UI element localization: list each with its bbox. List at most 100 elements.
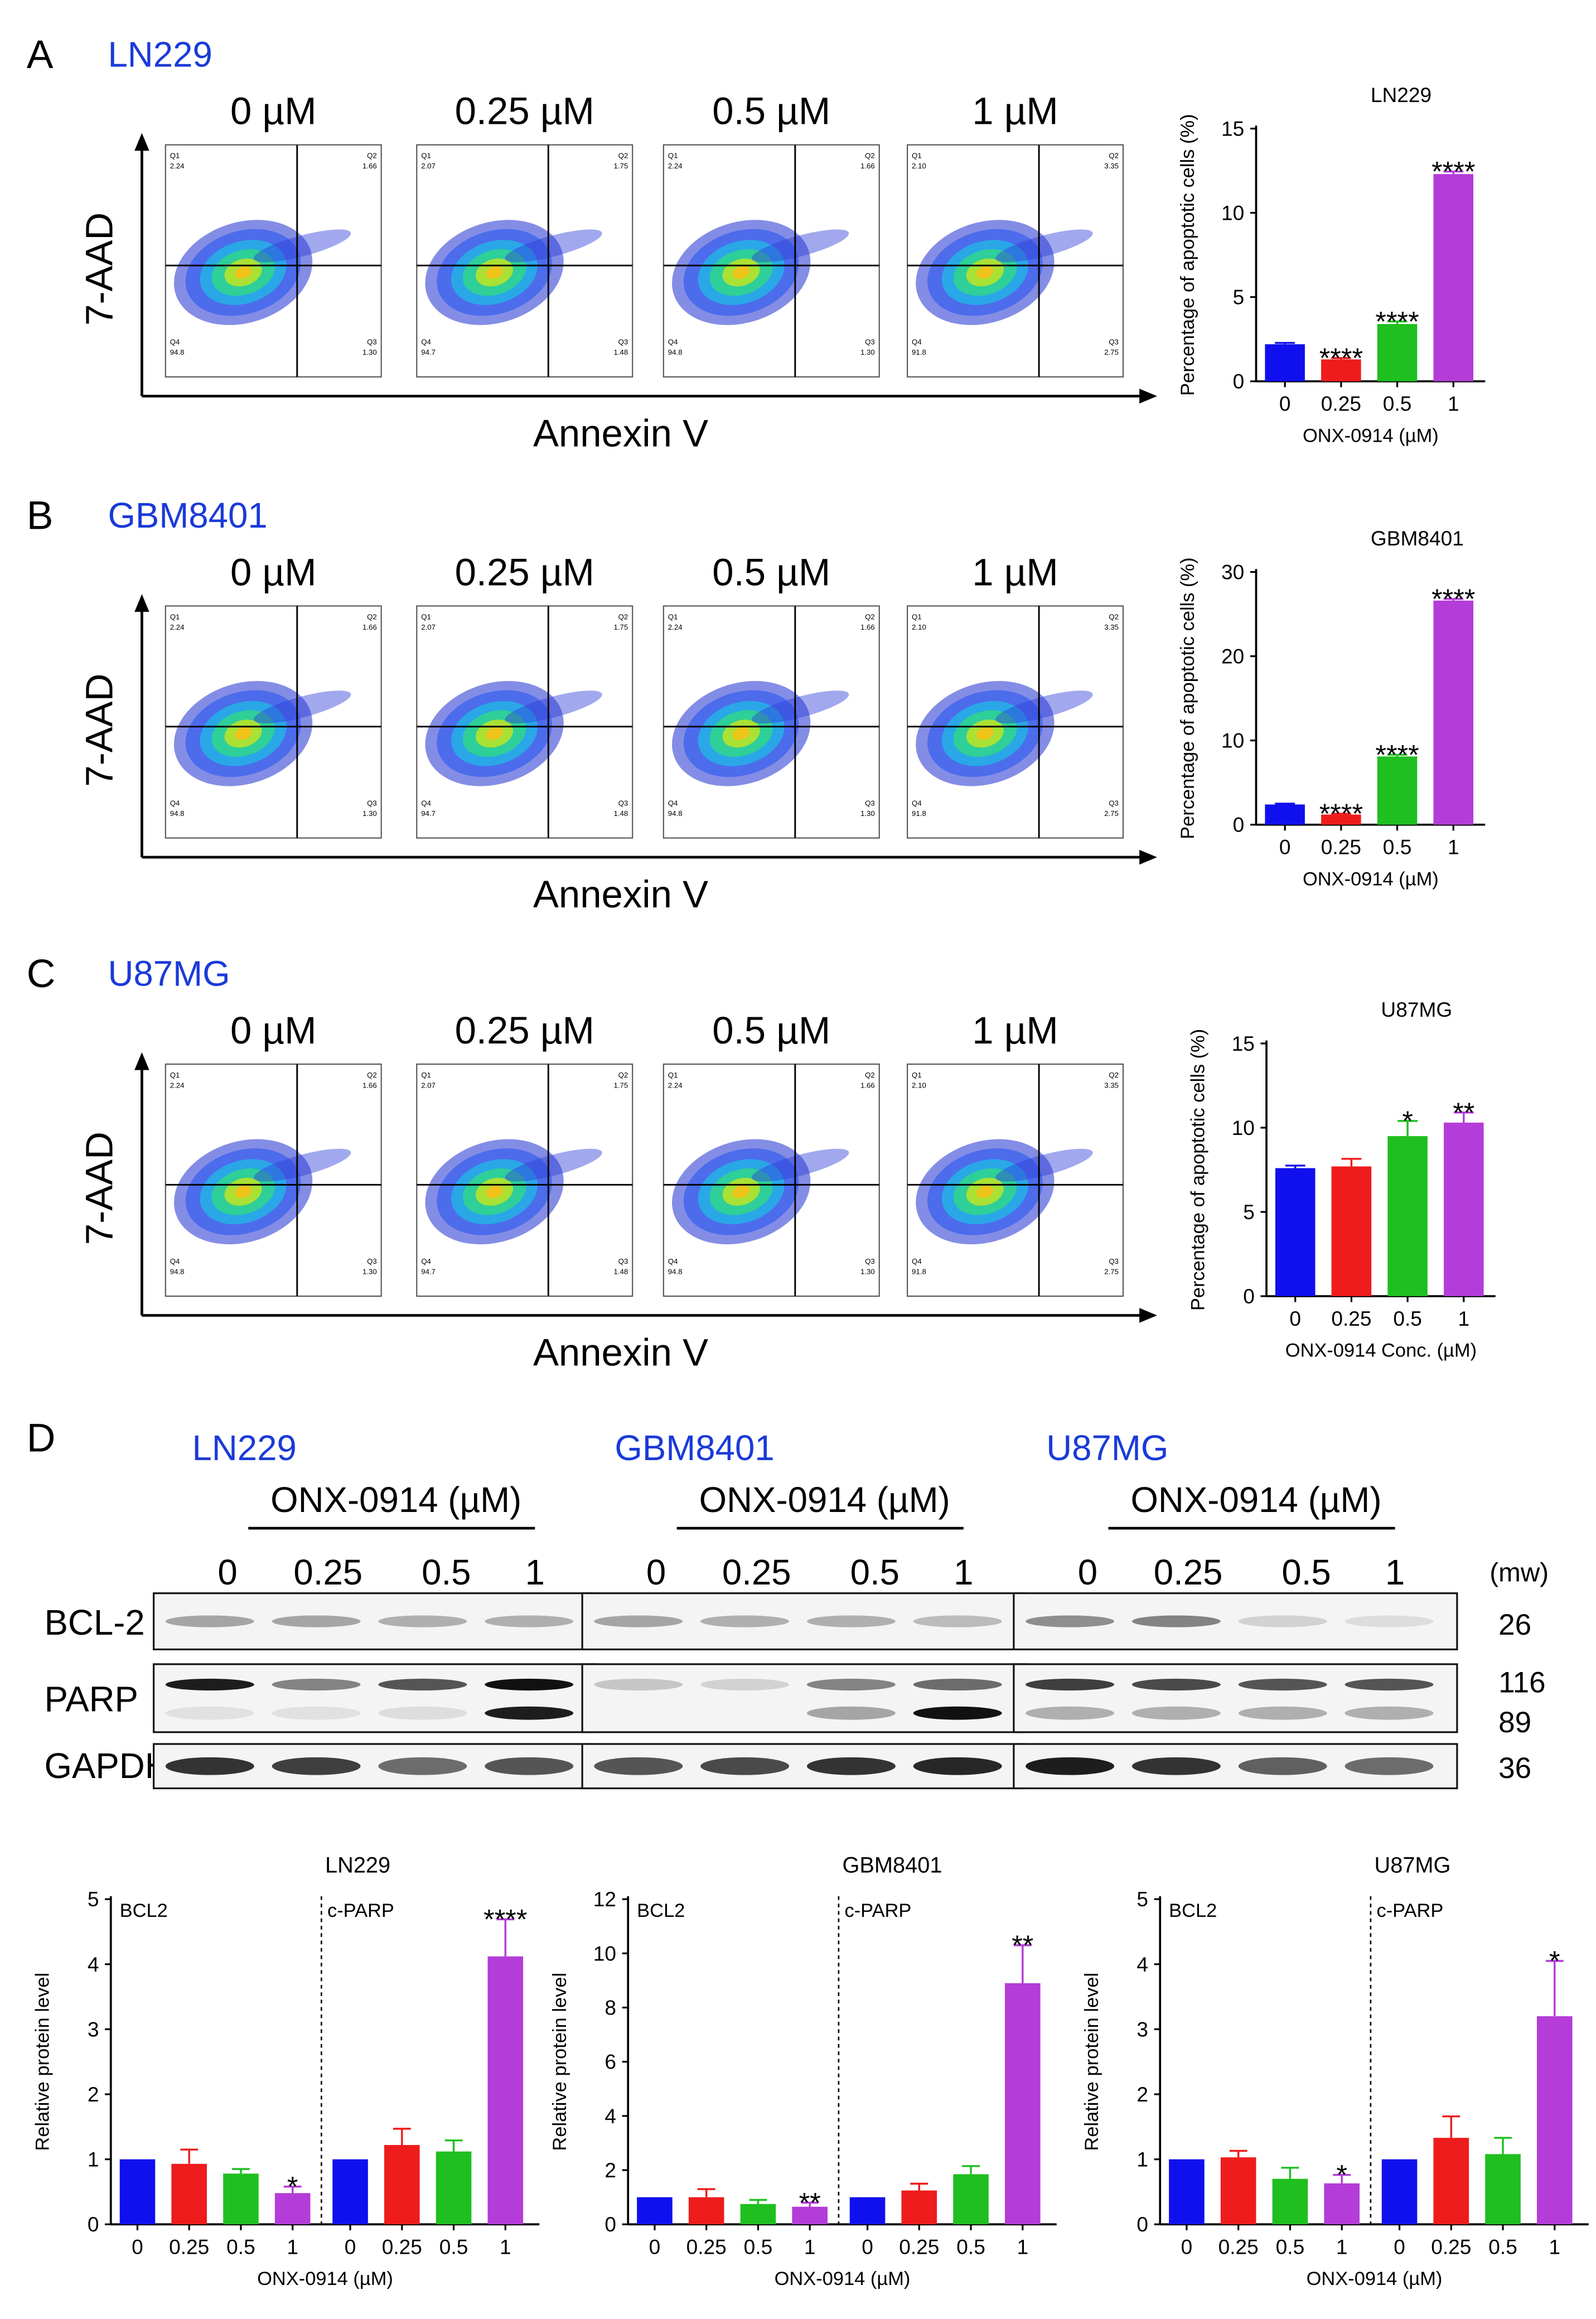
blot-lane-label: 0.25 [293,1553,362,1592]
blot-band-cleaved [485,1706,574,1720]
bar [1444,1122,1484,1297]
x-tick-label: 0 [862,2235,873,2258]
quadrant-label-q1: Q1 [421,152,431,160]
quadrant-label-q4: Q4 [421,1257,431,1265]
y-tick-label: 5 [88,1887,99,1911]
blot-band [806,1615,896,1627]
y-tick-label: 5 [1136,1887,1148,1911]
blot-frame [153,1592,598,1650]
y-tick-label: 3 [88,2017,99,2041]
x-tick-label: 1 [1549,2235,1560,2258]
blot-cell-line: U87MG [1046,1428,1168,1468]
flow-density-cloud [234,266,252,279]
bar [274,2193,311,2225]
flow-x-label-A: Annexin V [533,412,708,455]
flow-density-streak [253,690,351,724]
flow-x-arrow-C [1139,1308,1157,1323]
y-tick-label: 0 [1136,2212,1148,2236]
flow-density-cloud [976,1185,994,1199]
flow-x-arrow-B [1139,849,1157,865]
blot-band [485,1757,574,1775]
mw-value: 26 [1498,1608,1531,1641]
quadrant-label-q3: Q3 [1109,1257,1119,1265]
blot-lane-label: 0 [646,1553,666,1592]
quadrant-value-q2: 3.35 [1104,162,1119,170]
quadrant-label-q2: Q2 [618,152,628,160]
blot-band-cleaved [1131,1706,1221,1720]
bar [436,2151,472,2225]
x-tick-label: 0.5 [1393,1307,1422,1330]
quadrant-label-q3: Q3 [618,799,628,807]
quadrant-label-q4: Q4 [912,799,922,807]
quadrant-value-q2: 1.75 [613,623,628,631]
quadrant-value-q4: 94.8 [668,348,683,356]
blot-frame [581,1663,1027,1733]
quadrant-value-q3: 2.75 [1104,1267,1119,1276]
panel-title-C: U87MG [108,954,230,994]
group-label: c-PARP [1376,1900,1443,1921]
quadrant-label-q3: Q3 [1109,799,1119,807]
y-tick-label: 8 [604,1996,616,2020]
blot-row-label: BCL-2 [45,1603,145,1642]
quadrant-label-q4: Q4 [668,337,678,346]
quadrant-label-q3: Q3 [865,337,875,346]
quadrant-value-q1: 2.10 [912,1081,926,1089]
quadrant-label-q1: Q1 [668,152,678,160]
blot-band [700,1757,790,1775]
blot-band [1344,1615,1434,1627]
flow-concentration-label: 0.5 µM [712,90,830,133]
quadrant-value-q2: 1.66 [860,162,875,170]
x-tick-label: 0 [1279,392,1291,416]
x-tick-label: 0 [132,2235,143,2258]
blot-band [165,1678,254,1691]
x-axis-label: ONX-0914 (µM) [1303,425,1439,446]
bar [1387,1136,1428,1297]
mw-header: (mw) [1489,1558,1549,1588]
y-tick-label: 10 [593,1941,616,1965]
x-axis-label: ONX-0914 Conc. (µM) [1285,1340,1477,1361]
quadrant-label-q4: Q4 [170,799,180,807]
significance-mark: * [287,2171,298,2202]
x-tick-label: 0 [1279,835,1291,859]
flow-concentration-label: 1 µM [972,1009,1058,1052]
quadrant-value-q4: 91.8 [912,348,926,356]
quadrant-value-q3: 1.30 [860,809,875,818]
blot-band [700,1678,790,1691]
blot-row-label: PARP [45,1680,138,1719]
chart-title: U87MG [1375,1853,1451,1878]
quadrant-value-q3: 1.30 [362,809,377,818]
blot-band [378,1757,467,1775]
significance-mark: **** [1319,798,1363,829]
x-tick-label: 1 [1458,1307,1470,1330]
quadrant-value-q3: 1.48 [613,348,628,356]
bar [1381,2159,1418,2225]
x-axis-label: ONX-0914 (µM) [257,2268,393,2289]
x-tick-label: 0.25 [169,2235,209,2258]
quadrant-value-q2: 1.66 [860,1081,875,1089]
blot-band [1238,1615,1327,1627]
flow-density-cloud [732,266,750,279]
blot-frame [1013,1663,1458,1733]
quadrant-value-q4: 94.8 [668,809,683,818]
bar [487,1956,524,2225]
blot-band-cleaved [913,1706,1002,1720]
quadrant-value-q4: 94.8 [170,1267,185,1276]
quadrant-label-q2: Q2 [865,152,875,160]
flow-x-arrow-A [1139,388,1157,404]
blot-band [913,1615,1002,1627]
flow-y-arrow-C [134,1052,149,1070]
blot-band [378,1678,467,1691]
y-tick-label: 0 [1233,813,1245,837]
quadrant-value-q4: 94.8 [668,1267,683,1276]
blot-band-cleaved [272,1706,361,1720]
blot-band-cleaved [1344,1706,1434,1720]
quadrant-label-q2: Q2 [367,152,377,160]
y-tick-label: 4 [604,2104,616,2128]
y-tick-label: 15 [1221,117,1244,141]
significance-mark: * [1549,1945,1560,1977]
x-tick-label: 0.5 [1383,392,1412,416]
quadrant-label-q2: Q2 [1109,1071,1119,1079]
significance-mark: **** [1431,583,1475,615]
quadrant-value-q2: 1.66 [362,623,377,631]
quadrant-label-q2: Q2 [367,612,377,621]
